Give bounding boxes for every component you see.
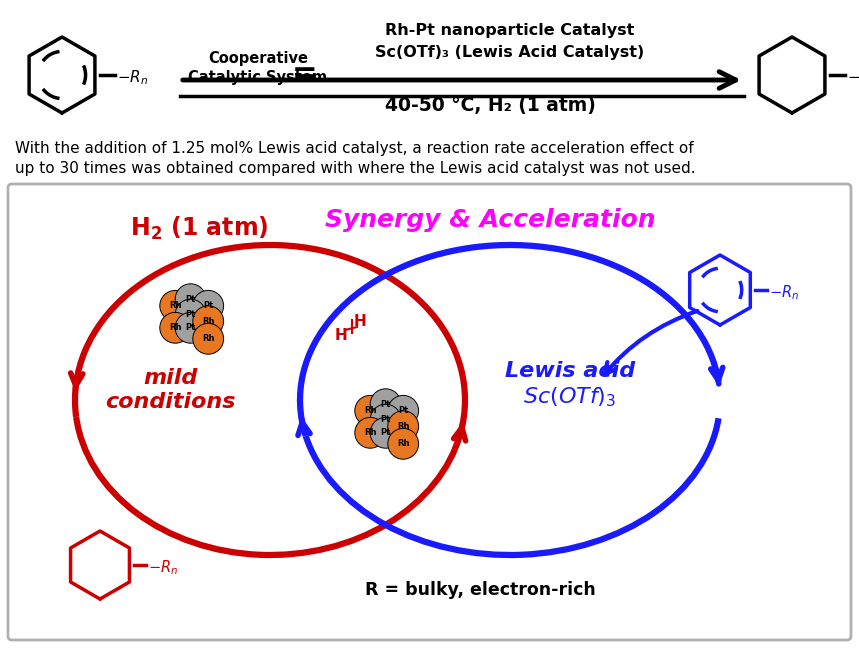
Text: $-R_n$: $-R_n$ xyxy=(117,69,149,87)
Text: Pt: Pt xyxy=(381,415,391,424)
Text: Pt: Pt xyxy=(203,302,213,310)
Circle shape xyxy=(175,284,206,315)
Text: Cooperative
Catalytic System: Cooperative Catalytic System xyxy=(188,51,327,84)
Text: =: = xyxy=(292,58,318,88)
Text: Sc(OTf)₃ (Lewis Acid Catalyst): Sc(OTf)₃ (Lewis Acid Catalyst) xyxy=(375,44,644,60)
Text: Rh: Rh xyxy=(364,406,376,415)
Circle shape xyxy=(370,404,401,435)
Circle shape xyxy=(160,291,191,321)
Text: Pt: Pt xyxy=(186,323,196,332)
Text: Rh: Rh xyxy=(169,323,181,332)
Circle shape xyxy=(370,417,401,448)
Text: Rh: Rh xyxy=(397,422,410,431)
Circle shape xyxy=(387,428,418,459)
Text: mild
conditions: mild conditions xyxy=(105,369,235,411)
Circle shape xyxy=(175,299,206,330)
Circle shape xyxy=(370,389,401,420)
Text: $\mathbf{H_2}$ (1 atm): $\mathbf{H_2}$ (1 atm) xyxy=(130,215,269,242)
Circle shape xyxy=(355,395,386,426)
Text: Pt: Pt xyxy=(186,294,196,304)
Text: 40-50 °C, H₂ (1 atm): 40-50 °C, H₂ (1 atm) xyxy=(385,96,595,114)
Text: Synergy & Acceleration: Synergy & Acceleration xyxy=(325,208,655,232)
Text: Rh: Rh xyxy=(364,428,376,437)
Text: R = bulky, electron-rich: R = bulky, electron-rich xyxy=(364,581,595,599)
Circle shape xyxy=(387,395,418,426)
Text: Rh: Rh xyxy=(397,439,410,448)
Circle shape xyxy=(192,291,223,321)
Text: Rh: Rh xyxy=(202,334,215,343)
Text: Lewis acid
$Sc(OTf)_3$: Lewis acid $Sc(OTf)_3$ xyxy=(505,361,635,409)
Text: H: H xyxy=(335,328,347,343)
Text: Rh-Pt nanoparticle Catalyst: Rh-Pt nanoparticle Catalyst xyxy=(386,23,635,38)
Text: Rh: Rh xyxy=(169,302,181,310)
Circle shape xyxy=(355,417,386,448)
Text: $-R_n$: $-R_n$ xyxy=(148,558,178,577)
Circle shape xyxy=(160,313,191,343)
Text: Pt: Pt xyxy=(398,406,408,415)
Circle shape xyxy=(175,313,206,343)
Text: up to 30 times was obtained compared with where the Lewis acid catalyst was not : up to 30 times was obtained compared wit… xyxy=(15,161,696,176)
Text: Pt: Pt xyxy=(186,310,196,319)
Circle shape xyxy=(387,411,418,441)
Text: $-R_n$: $-R_n$ xyxy=(769,283,799,302)
Text: Rh: Rh xyxy=(202,317,215,326)
Text: Pt: Pt xyxy=(381,400,391,409)
Text: Pt: Pt xyxy=(381,428,391,437)
Circle shape xyxy=(192,324,223,354)
Text: $-R_n$: $-R_n$ xyxy=(847,69,859,87)
Text: H: H xyxy=(354,315,367,330)
Circle shape xyxy=(192,306,223,337)
FancyBboxPatch shape xyxy=(8,184,851,640)
Text: With the addition of 1.25 mol% Lewis acid catalyst, a reaction rate acceleration: With the addition of 1.25 mol% Lewis aci… xyxy=(15,140,693,155)
